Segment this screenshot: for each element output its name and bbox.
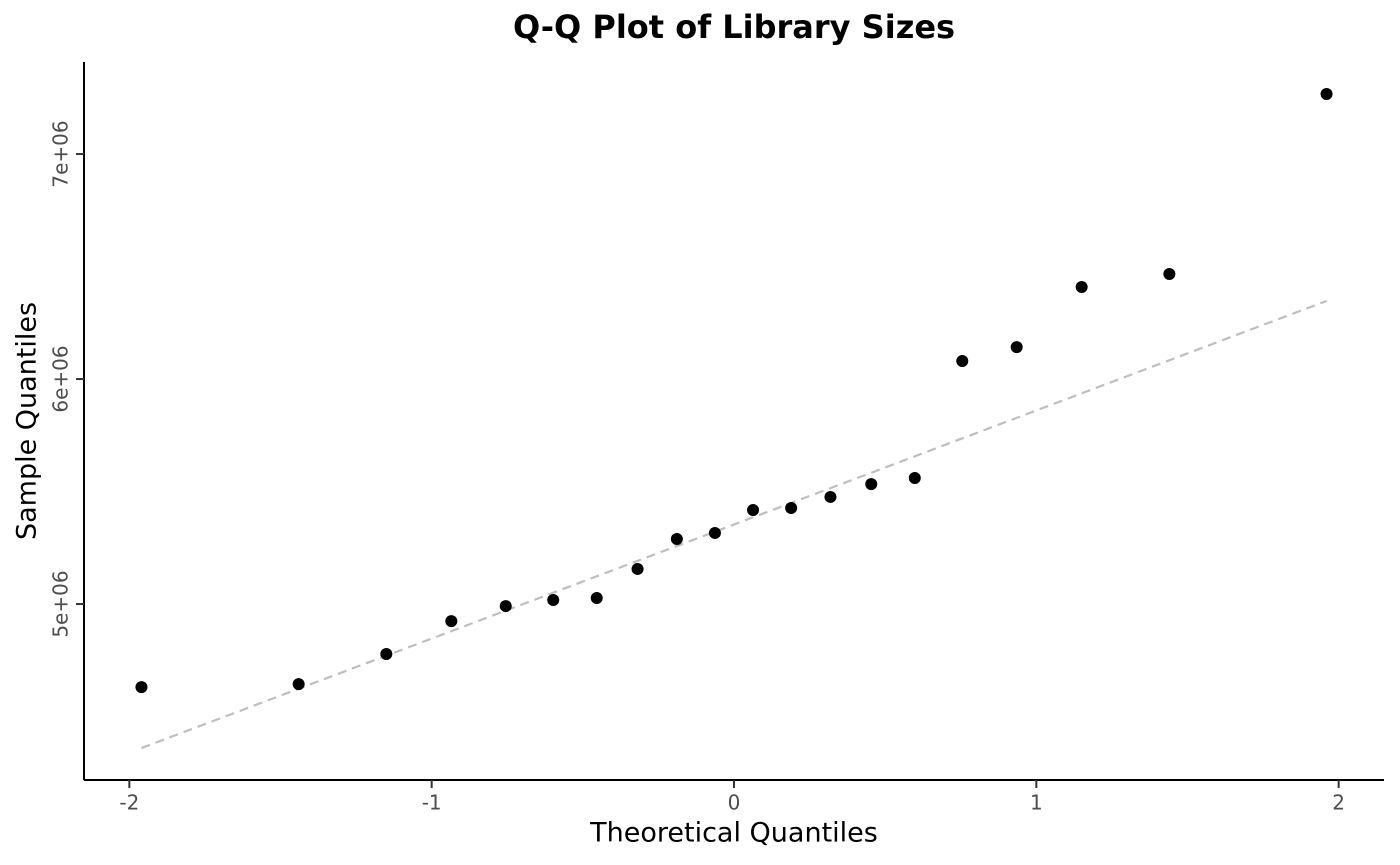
point: [292, 678, 305, 691]
point: [747, 503, 760, 516]
point: [670, 533, 683, 546]
point: [708, 526, 721, 539]
point: [631, 562, 644, 575]
point: [499, 600, 512, 613]
y-tick-label: 7e+06: [49, 120, 73, 187]
x-tick-label: 0: [728, 791, 741, 815]
x-tick-label: 2: [1332, 791, 1345, 815]
point: [590, 591, 603, 604]
y-tick-label: 6e+06: [49, 345, 73, 412]
point: [380, 647, 393, 660]
point: [1010, 341, 1023, 354]
x-axis-title: Theoretical Quantiles: [589, 818, 878, 849]
y-tick-label: 5e+06: [49, 570, 73, 637]
reference-line: [141, 299, 1327, 750]
point: [1320, 87, 1333, 100]
x-tick-label: -1: [422, 791, 442, 815]
point: [135, 681, 148, 694]
y-axis-title: Sample Quantiles: [12, 302, 43, 540]
point: [1075, 281, 1088, 294]
x-tick-label: 1: [1030, 791, 1043, 815]
point: [824, 490, 837, 503]
point: [908, 472, 921, 485]
point: [445, 615, 458, 628]
chart-title: Q-Q Plot of Library Sizes: [513, 8, 955, 46]
point: [547, 593, 560, 606]
point: [1163, 267, 1176, 280]
x-tick-label: -2: [119, 791, 139, 815]
point: [785, 501, 798, 514]
point: [865, 478, 878, 491]
point: [956, 355, 969, 368]
